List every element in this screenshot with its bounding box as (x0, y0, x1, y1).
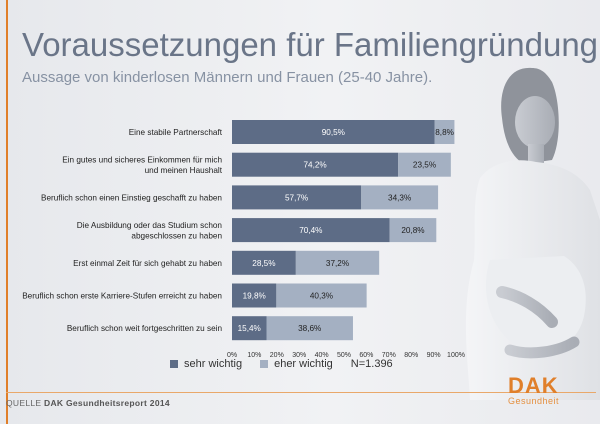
data-label-sehr: 57,7% (285, 193, 308, 202)
bar-eher-wichtig (266, 316, 353, 341)
source-name: DAK Gesundheitsreport 2014 (44, 398, 170, 408)
category-label-line: Ein gutes und sicheres Einkommen für mic… (62, 155, 222, 164)
data-label-eher: 34,3% (388, 193, 411, 202)
data-label-eher: 40,3% (310, 292, 333, 301)
data-label-eher: 20,8% (401, 226, 424, 235)
data-label-eher: 37,2% (326, 259, 349, 268)
bar-eher-wichtig (398, 152, 451, 177)
bar-sehr-wichtig (232, 218, 390, 243)
category-label-line: Beruflich schon weit fortgeschritten zu … (67, 324, 223, 333)
bar-sehr-wichtig (232, 185, 362, 210)
category-label: Die Ausbildung oder das Studium schon abg… (77, 221, 223, 241)
data-label-eher: 23,5% (413, 161, 436, 170)
legend-label-eher: eher wichtig (274, 358, 333, 370)
bar-eher-wichtig (389, 218, 437, 243)
page-subtitle: Aussage von kinderlosen Männern und Frau… (22, 69, 433, 86)
legend-swatch-sehr (170, 360, 178, 368)
x-tick-label: 30% (292, 352, 306, 359)
x-tick-label: 80% (404, 352, 418, 359)
logo-name: DAK (508, 373, 559, 398)
chart-legend: sehr wichtig eher wichtig N=1.396 (170, 358, 393, 370)
accent-line (6, 0, 8, 424)
category-label-line: und meinen Haushalt (145, 166, 223, 175)
bar-eher-wichtig (361, 185, 439, 210)
data-label-sehr: 19,8% (243, 292, 266, 301)
x-tick-label: 40% (315, 352, 329, 359)
category-label-line: Erst einmal Zeit für sich gehabt zu habe… (73, 259, 222, 268)
bar-eher-wichtig (434, 120, 455, 144)
legend-label-sehr: sehr wichtig (184, 358, 243, 370)
legend-swatch-eher (260, 360, 269, 368)
data-label-eher: 38,6% (298, 324, 321, 333)
category-label-line: Eine stabile Partnerschaft (129, 128, 223, 137)
category-label-line: Die Ausbildung oder das Studium schon (77, 221, 223, 230)
x-tick-label: 50% (337, 352, 351, 359)
dak-logo: DAK Gesundheit (508, 373, 560, 407)
source-prefix: QUELLE (6, 398, 42, 408)
sample-size: N=1.396 (350, 358, 393, 370)
x-tick-label: 20% (270, 352, 284, 359)
bar-sehr-wichtig (232, 283, 277, 308)
x-tick-label: 70% (382, 352, 396, 359)
bar-sehr-wichtig (232, 120, 435, 144)
pregnant-woman-illustration (465, 67, 600, 400)
x-tick-label: 0% (227, 352, 237, 359)
bar-sehr-wichtig (232, 152, 399, 177)
category-label: Eine stabile Partnerschaft (129, 128, 223, 137)
x-tick-label: 60% (359, 352, 373, 359)
category-label: Beruflich schon einen Einstieg geschafft… (41, 193, 222, 202)
bar-sehr-wichtig (232, 250, 296, 275)
bar-eher-wichtig (276, 283, 367, 308)
stacked-bar-chart: Eine stabile Partnerschaft 90,5% 8,8% Ein g… (22, 120, 465, 359)
data-label-eher: 8,8% (435, 128, 454, 137)
page-title: Voraussetzungen für Familiengründung. (22, 26, 600, 63)
bar-eher-wichtig (295, 250, 380, 275)
footer-divider (6, 392, 596, 393)
bar-sehr-wichtig (232, 316, 267, 341)
data-label-sehr: 15,4% (238, 324, 261, 333)
x-tick-label: 100% (447, 352, 465, 359)
category-label-line: abgeschlossen zu haben (131, 231, 222, 240)
x-tick-label: 90% (427, 352, 441, 359)
x-tick-label: 10% (247, 352, 261, 359)
category-label: Ein gutes und sicheres Einkommen für mic… (62, 155, 222, 175)
logo-tagline: Gesundheit (508, 396, 560, 406)
data-label-sehr: 90,5% (322, 128, 345, 137)
category-label: Beruflich schon erste Karriere-Stufen er… (22, 292, 222, 301)
data-label-sehr: 70,4% (299, 226, 322, 235)
source-note: QUELLE DAK Gesundheitsreport 2014 (6, 398, 170, 408)
category-label-line: Beruflich schon erste Karriere-Stufen er… (22, 292, 222, 301)
category-label: Beruflich schon weit fortgeschritten zu … (67, 324, 223, 333)
category-label-line: Beruflich schon einen Einstieg geschafft… (41, 193, 222, 202)
category-label: Erst einmal Zeit für sich gehabt zu habe… (73, 259, 222, 268)
data-label-sehr: 74,2% (303, 161, 326, 170)
data-label-sehr: 28,5% (252, 259, 275, 268)
